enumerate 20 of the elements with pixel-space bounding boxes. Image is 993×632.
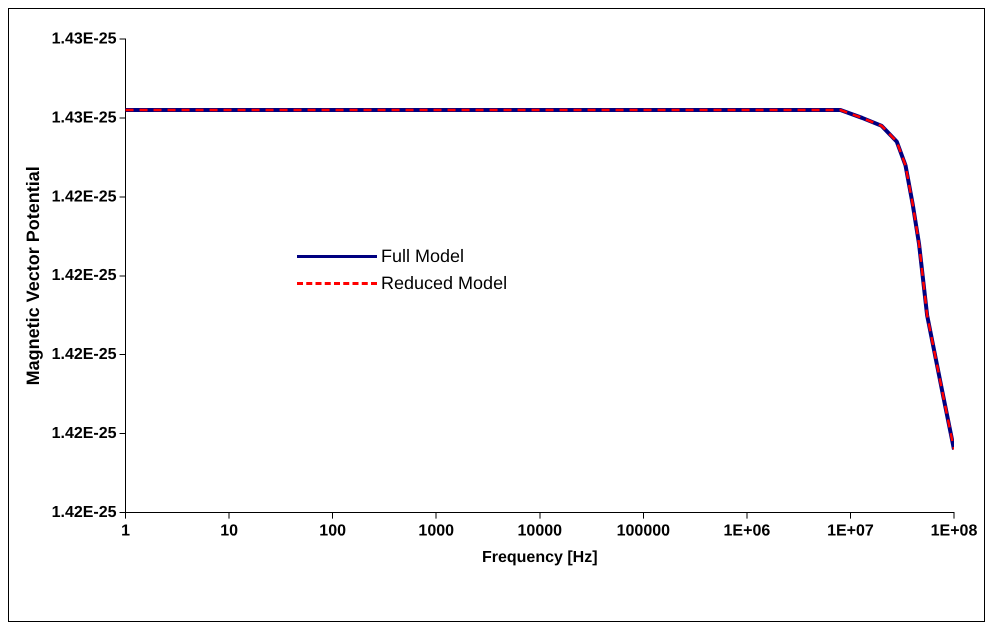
x-tick-label: 1E+06 [724, 522, 770, 540]
y-tick-label: 1.42E-25 [52, 504, 117, 522]
x-tick-label: 1000 [418, 522, 454, 540]
x-tick-label: 10 [220, 522, 238, 540]
y-tick-label: 1.42E-25 [52, 267, 117, 284]
y-tick-label: 1.43E-25 [52, 30, 117, 48]
y-tick-label: 1.42E-25 [52, 188, 117, 206]
x-tick-label: 1 [121, 522, 130, 540]
x-axis-title: Frequency [Hz] [482, 548, 598, 566]
legend-label: Full Model [381, 246, 464, 267]
x-tick-label: 100000 [616, 522, 670, 540]
y-tick-label: 1.43E-25 [52, 109, 117, 126]
y-axis-title: Magnetic Vector Potential [22, 166, 43, 386]
x-tick-label: 10000 [518, 522, 562, 540]
legend-label: Reduced Model [381, 273, 508, 294]
x-tick-label: 100 [319, 522, 346, 540]
x-tick-label: 1E+08 [930, 522, 978, 540]
x-tick-label: 1E+07 [827, 522, 874, 540]
y-tick-label: 1.42E-25 [52, 346, 117, 364]
y-tick-label: 1.42E-25 [52, 425, 117, 442]
